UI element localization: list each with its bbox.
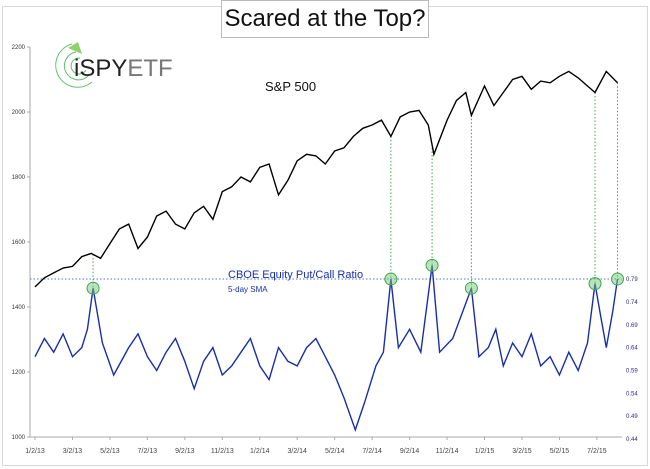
x-tick-label: 1/2/14 xyxy=(250,448,270,455)
left-tick-label: 2200 xyxy=(12,45,26,51)
right-tick-label: 0.59 xyxy=(626,368,638,374)
x-tick-label: 3/2/15 xyxy=(512,448,532,455)
x-tick-label: 9/2/14 xyxy=(400,448,420,455)
put-call-label: CBOE Equity Put/Call Ratio xyxy=(228,269,363,281)
x-tick-label: 11/2/14 xyxy=(436,448,459,455)
put-call-line xyxy=(34,265,619,433)
x-tick-label: 5/2/14 xyxy=(325,448,345,455)
x-tick-label: 11/2/13 xyxy=(211,448,234,455)
right-tick-label: 0.64 xyxy=(626,346,638,352)
right-tick-label: 0.69 xyxy=(626,323,638,329)
left-tick-label: 1400 xyxy=(12,305,26,311)
peak-marker xyxy=(611,272,625,286)
right-tick-label: 0.44 xyxy=(626,437,638,443)
left-tick-label: 1200 xyxy=(12,370,26,376)
x-tick-label: 7/2/14 xyxy=(362,448,382,455)
sp500-label: S&P 500 xyxy=(265,79,316,94)
sp500-line xyxy=(34,70,618,288)
left-tick-label: 2000 xyxy=(12,110,26,116)
x-tick-label: 7/2/15 xyxy=(587,448,607,455)
left-tick-label: 1800 xyxy=(12,175,26,181)
x-tick-label: 3/2/14 xyxy=(287,448,307,455)
chart-title: Scared at the Top? xyxy=(221,0,429,38)
x-tick-label: 7/2/13 xyxy=(138,448,158,455)
left-tick-label: 1000 xyxy=(12,435,26,441)
peak-marker xyxy=(588,277,602,291)
svg-text:iSPYETF: iSPYETF xyxy=(74,55,173,82)
right-tick-label: 0.49 xyxy=(626,414,638,420)
peak-marker xyxy=(464,281,478,295)
ispyetf-logo: iSPYETF xyxy=(55,42,173,88)
put-call-sublabel: 5-day SMA xyxy=(228,285,268,294)
left-tick-label: 1600 xyxy=(12,240,26,246)
x-tick-label: 1/2/15 xyxy=(475,448,495,455)
x-tick-label: 5/2/13 xyxy=(100,448,120,455)
peak-marker xyxy=(384,272,398,286)
x-tick-label: 9/2/13 xyxy=(175,448,195,455)
peak-marker xyxy=(86,281,100,295)
right-tick-label: 0.79 xyxy=(626,277,638,283)
x-tick-label: 1/2/13 xyxy=(25,448,45,455)
peak-marker xyxy=(425,258,439,272)
right-tick-label: 0.74 xyxy=(626,300,638,306)
x-tick-label: 5/2/15 xyxy=(550,448,570,455)
x-tick-label: 3/2/13 xyxy=(63,448,83,455)
right-tick-label: 0.54 xyxy=(626,391,638,397)
